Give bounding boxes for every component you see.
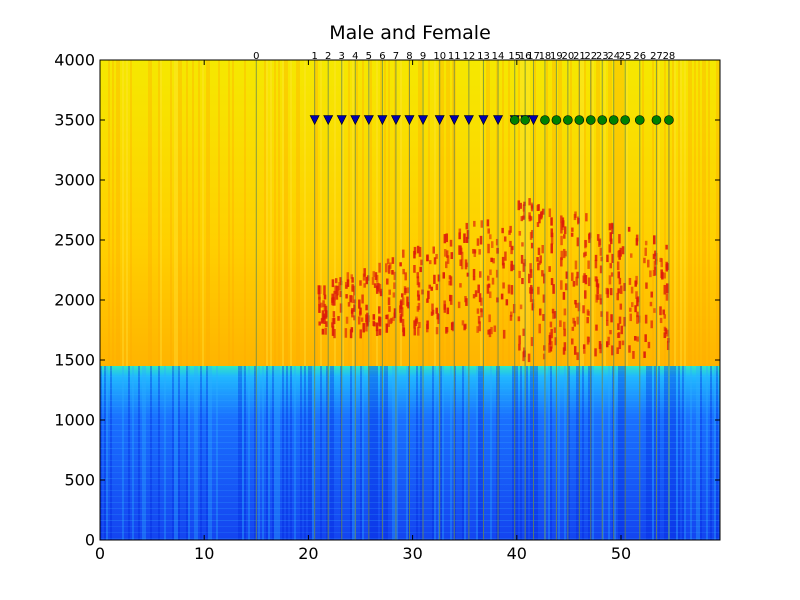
y-tick-label: 4000 [54,51,95,70]
segment-label: 28 [663,51,676,62]
segment-label: 13 [477,51,490,62]
circle-marker [608,115,619,125]
x-tick-label: 40 [507,544,527,563]
segment-label: 27 [650,51,663,62]
x-tick-label: 30 [402,544,422,563]
y-tick-label: 2000 [54,291,95,310]
triangle-marker [323,115,334,126]
circle-marker [563,115,573,125]
segment-label: 21 [573,51,586,62]
segment-label: 23 [596,51,609,62]
segment-label: 20 [561,51,574,62]
x-tick-label: 10 [194,544,214,563]
x-axis: 0 10 20 30 40 50 [95,60,631,563]
plot-area [100,60,720,540]
circle-marker [620,115,630,125]
segment-label: 24 [607,51,620,62]
segment-label: 14 [492,51,505,62]
y-tick-label: 3000 [54,171,95,190]
triangle-marker [478,115,489,126]
segment-label: 0 [253,51,259,62]
y-tick-label: 3500 [54,111,95,130]
circle-marker [597,115,608,125]
segment-label: 11 [448,51,461,62]
segment-label: 26 [633,51,646,62]
y-tick-label: 1000 [54,411,95,430]
segment-label: 3 [339,51,345,62]
spectrogram-texture [100,60,720,540]
triangle-marker [449,115,460,126]
segment-label: 2 [325,51,331,62]
segment-label: 12 [463,51,476,62]
triangle-marker [434,115,445,126]
segment-boundaries [255,60,670,540]
circle-marker [509,115,520,125]
circle-marker [574,115,585,125]
triangle-marker [390,115,401,126]
segment-label: 25 [619,51,632,62]
circle-marker [585,115,596,125]
circle-marker [540,115,550,125]
segment-label: 4 [352,51,358,62]
triangle-marker [463,115,474,126]
circle-marker [664,115,674,125]
triangle-marker [528,115,539,126]
triangle-marker [377,115,388,126]
circle-marker [520,115,530,125]
x-tick-label: 50 [611,544,631,563]
markers [309,115,674,126]
segment-label: 7 [393,51,399,62]
triangle-marker [309,115,320,126]
triangle-marker [363,115,374,126]
segment-label: 18 [539,51,552,62]
formant-streaks [317,198,670,363]
triangle-marker [493,115,504,126]
segment-label: 5 [366,51,372,62]
circle-marker [634,115,645,125]
y-tick-label: 1500 [54,351,95,370]
segment-label: 8 [406,51,412,62]
segment-label: 15 [508,51,521,62]
x-tick-label: 20 [298,544,318,563]
segment-label: 17 [527,51,540,62]
segment-labels: 0 1 2 3 4 5 6 7 8 9 10 11 12 13 14 15161718192021222324… [253,51,675,62]
triangle-marker [404,115,415,126]
low-frequency-band [100,366,720,540]
triangle-marker [336,115,347,126]
y-tick-label: 0 [85,531,95,550]
chart-title: Male and Female [329,22,491,44]
y-tick-label: 2500 [54,231,95,250]
segment-label: 16 [519,51,532,62]
segment-label: 22 [584,51,597,62]
segment-label: 1 [311,51,317,62]
segment-label: 10 [433,51,446,62]
segment-label: 19 [550,51,563,62]
x-tick-label: 0 [95,544,105,563]
high-frequency-band [100,60,720,366]
segment-label: 6 [379,51,385,62]
triangle-marker [350,115,361,126]
y-axis: 0 500 1000 1500 2000 2500 3000 3500 4000 [54,51,720,550]
segment-label: 9 [420,51,426,62]
triangle-marker [418,115,429,126]
circle-marker [651,115,662,125]
y-tick-label: 500 [64,471,95,490]
circle-marker [551,115,562,125]
